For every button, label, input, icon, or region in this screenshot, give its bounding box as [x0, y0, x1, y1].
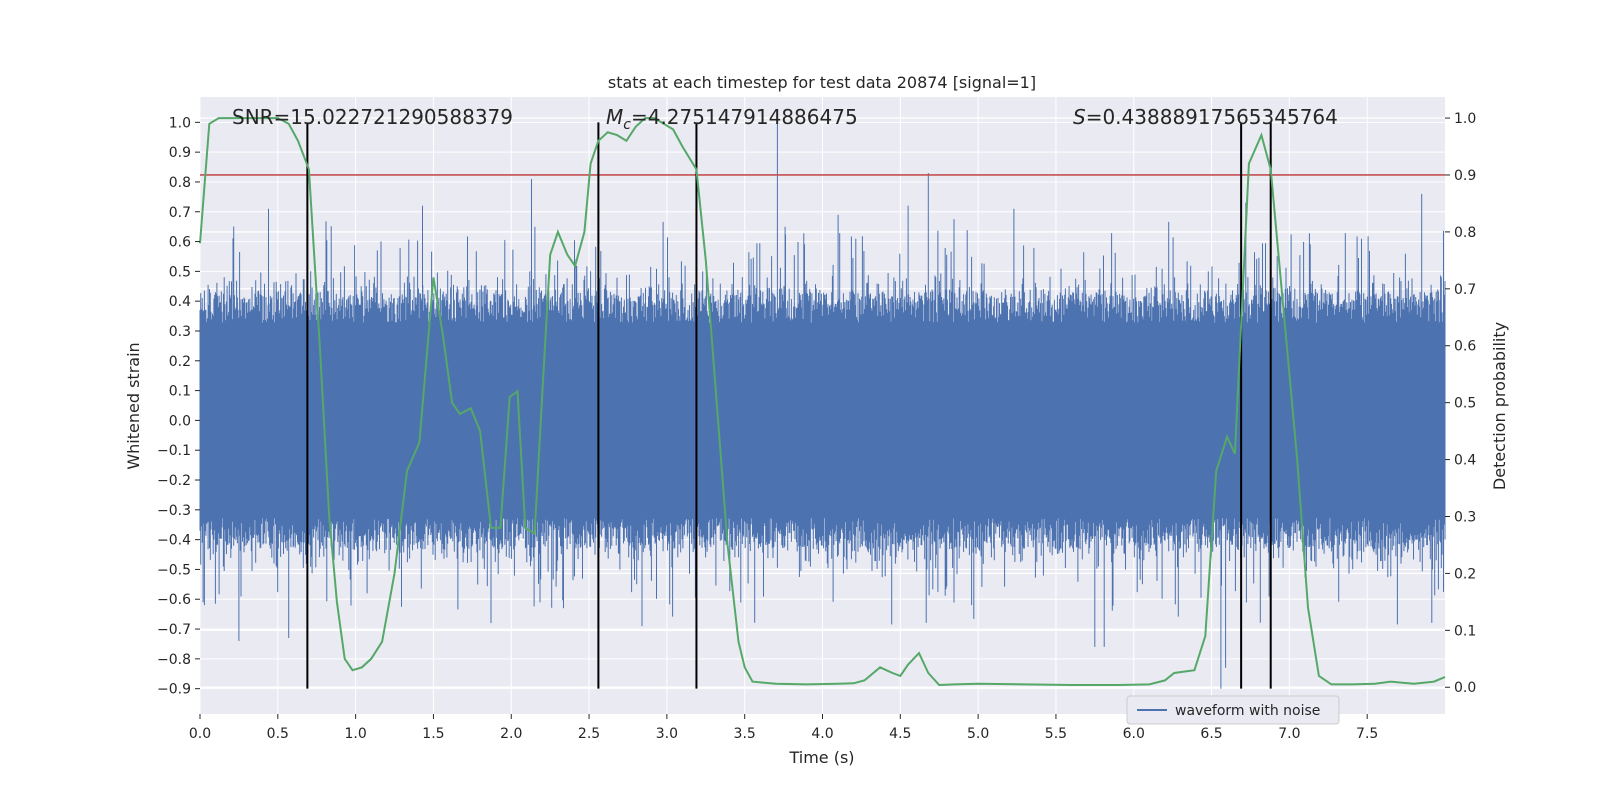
- snr-annotation: SNR=15.022721290588379: [232, 105, 513, 129]
- yr-tick-label-5: 0.5: [1454, 396, 1476, 412]
- s-annotation: S=0.43888917565345764: [1073, 105, 1338, 129]
- x-tick-label-4: 2.0: [500, 726, 522, 742]
- yl-tick-label-9: 0.1: [169, 384, 191, 400]
- x-tick-label-3: 1.5: [422, 726, 444, 742]
- yl-tick-label-2: 0.8: [169, 175, 191, 191]
- yr-tick-label-4: 0.6: [1454, 339, 1476, 355]
- legend-label: waveform with noise: [1175, 703, 1320, 719]
- yl-tick-label-15: −0.5: [157, 562, 191, 578]
- yl-tick-label-10: 0.0: [169, 413, 191, 429]
- yl-tick-label-13: −0.3: [157, 503, 191, 519]
- s-value: =0.43888917565345764: [1086, 105, 1338, 129]
- yr-tick-label-2: 0.8: [1454, 225, 1476, 241]
- yr-tick-label-6: 0.4: [1454, 453, 1476, 469]
- chirp-mass-subscript: c: [623, 117, 631, 133]
- yl-tick-label-7: 0.3: [169, 324, 191, 340]
- right-axis-label: Detection probability: [1490, 322, 1509, 490]
- x-axis-label: Time (s): [788, 748, 854, 767]
- yl-tick-label-11: −0.1: [157, 443, 191, 459]
- x-tick-label-5: 2.5: [578, 726, 600, 742]
- yl-tick-label-6: 0.4: [169, 294, 191, 310]
- chart-title: stats at each timestep for test data 208…: [608, 73, 1036, 92]
- yl-tick-label-12: −0.2: [157, 473, 191, 489]
- yl-tick-label-14: −0.4: [157, 533, 191, 549]
- probability-series: [199, 117, 1446, 687]
- x-tick-label-14: 7.0: [1278, 726, 1300, 742]
- x-axis-ticks: 0.0 0.5 1.0 1.5 2.0 2.5 3.0 3.5 4.0 4.5 5.0 5.5 6.0 6…: [189, 714, 1378, 742]
- yl-tick-label-16: −0.6: [157, 592, 191, 608]
- x-tick-label-7: 3.5: [734, 726, 756, 742]
- yl-tick-label-18: −0.8: [157, 652, 191, 668]
- x-tick-label-1: 0.5: [267, 726, 289, 742]
- yr-tick-label-10: 0.0: [1454, 680, 1476, 696]
- yl-tick-label-5: 0.5: [169, 264, 191, 280]
- x-tick-label-15: 7.5: [1356, 726, 1378, 742]
- x-tick-label-2: 1.0: [344, 726, 366, 742]
- chirp-mass-value: =4.275147914886475: [631, 105, 858, 129]
- x-tick-label-11: 5.5: [1045, 726, 1067, 742]
- x-tick-label-9: 4.5: [889, 726, 911, 742]
- legend-box: [1126, 695, 1340, 725]
- right-axis-ticks: 1.0 0.9 0.8 0.7 0.6 0.5 0.4 0.3 0.2 0.1 0.0: [1445, 111, 1476, 696]
- x-tick-label-0: 0.0: [189, 726, 211, 742]
- yr-tick-label-1: 0.9: [1454, 168, 1476, 184]
- x-tick-label-12: 6.0: [1123, 726, 1145, 742]
- yl-tick-label-19: −0.9: [157, 682, 191, 698]
- yr-tick-label-8: 0.2: [1454, 566, 1476, 582]
- x-tick-label-13: 6.5: [1200, 726, 1222, 742]
- x-tick-label-6: 3.0: [656, 726, 678, 742]
- chirp-mass-annotation: Mc=4.275147914886475: [606, 105, 858, 133]
- yl-tick-label-17: −0.7: [157, 622, 191, 638]
- yl-tick-label-4: 0.6: [169, 235, 191, 251]
- x-tick-label-10: 5.0: [967, 726, 989, 742]
- left-axis-label: Whitened strain: [124, 342, 143, 469]
- left-axis-ticks: 1.0 0.9 0.8 0.7 0.6 0.5 0.4 0.3 0.2 0.1 0.0 −0.1 −0.…: [157, 115, 200, 698]
- legend: waveform with noise: [1126, 695, 1340, 725]
- yr-tick-label-0: 1.0: [1454, 111, 1476, 127]
- yr-tick-label-3: 0.7: [1454, 282, 1476, 298]
- yl-tick-label-1: 0.9: [169, 145, 191, 161]
- vertical-markers: [306, 122, 1272, 689]
- yl-tick-label-8: 0.2: [169, 354, 191, 370]
- yl-tick-label-3: 0.7: [169, 205, 191, 221]
- yr-tick-label-7: 0.3: [1454, 509, 1476, 525]
- s-symbol: S: [1073, 105, 1086, 129]
- yr-tick-label-9: 0.1: [1454, 623, 1476, 639]
- x-tick-label-8: 4.0: [811, 726, 833, 742]
- yl-tick-label-0: 1.0: [169, 115, 191, 131]
- chirp-mass-symbol: M: [606, 105, 623, 129]
